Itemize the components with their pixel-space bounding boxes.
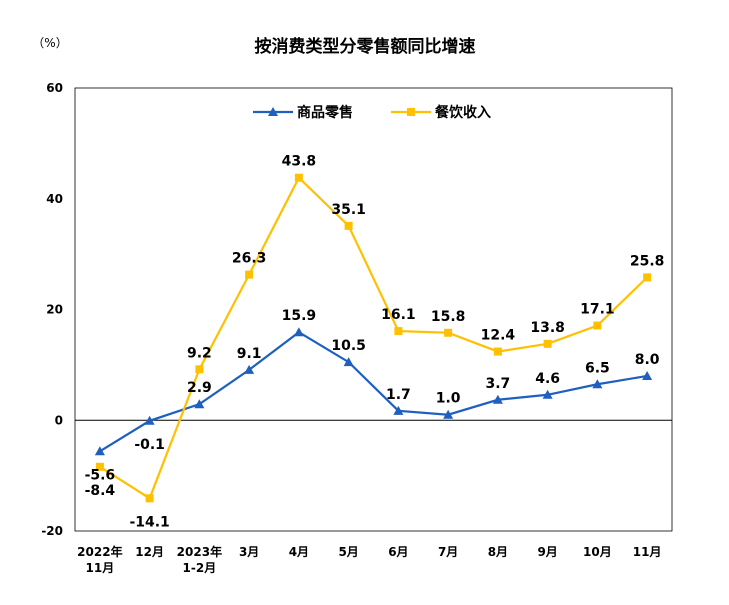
data-label: -8.4	[85, 483, 116, 499]
data-label: 17.1	[580, 302, 615, 318]
data-label: 1.0	[436, 391, 461, 407]
data-point	[194, 399, 205, 409]
data-point	[95, 462, 104, 471]
series-line-catering	[99, 175, 648, 500]
data-point	[492, 394, 503, 404]
data-point	[444, 328, 453, 337]
x-tick-label: 11月	[633, 545, 662, 559]
data-point	[244, 364, 255, 374]
chart-title: 按消费类型分零售额同比增速	[255, 36, 476, 57]
data-label: -5.6	[85, 467, 116, 483]
x-tick-label: 6月	[388, 545, 408, 559]
x-tick-label: 2023年 1-2月	[177, 544, 222, 575]
data-point	[643, 273, 652, 282]
data-label: 35.1	[331, 202, 366, 218]
data-point	[543, 339, 552, 348]
y-tick-label: -20	[41, 524, 63, 538]
data-point	[443, 409, 454, 419]
data-point	[593, 321, 602, 330]
legend-marker	[268, 107, 278, 116]
data-label: 16.1	[381, 307, 416, 323]
data-point	[542, 389, 553, 399]
data-point	[592, 379, 603, 389]
data-label: 15.9	[282, 308, 317, 324]
y-tick-label: 0	[55, 413, 63, 427]
data-label: 15.8	[431, 309, 466, 325]
data-label: 2.9	[187, 380, 212, 396]
legend-label: 商品零售	[297, 104, 353, 121]
data-label: 25.8	[630, 253, 665, 269]
data-point	[293, 327, 304, 337]
y-tick-label: 60	[46, 81, 63, 95]
x-tick-label: 8月	[488, 545, 508, 559]
x-tick-label: 7月	[438, 545, 458, 559]
data-point	[343, 357, 354, 367]
data-label: 43.8	[282, 154, 317, 170]
data-label: 12.4	[481, 328, 516, 344]
plot-area-border	[74, 87, 673, 532]
data-label: 1.7	[386, 387, 411, 403]
data-point	[245, 270, 254, 279]
y-tick-label: 40	[46, 192, 63, 206]
data-label: 26.3	[232, 251, 267, 267]
data-point	[195, 365, 204, 374]
series-line-retail	[99, 330, 648, 453]
data-point	[393, 405, 404, 415]
x-tick-label: 2022年 11月	[77, 544, 122, 575]
x-tick-label: 3月	[239, 545, 259, 559]
data-label: 6.5	[585, 360, 610, 376]
data-label: 10.5	[331, 338, 366, 354]
data-label: 13.8	[530, 320, 565, 336]
data-point	[144, 415, 155, 425]
legend-marker	[407, 108, 415, 116]
data-label: 3.7	[485, 376, 510, 392]
data-point	[294, 173, 303, 182]
data-point	[344, 221, 353, 230]
data-label: 9.2	[187, 345, 212, 361]
data-label: 9.1	[237, 346, 262, 362]
x-tick-label: 12月	[135, 545, 164, 559]
y-tick-label: 20	[46, 303, 63, 317]
x-tick-label: 9月	[537, 545, 557, 559]
data-label: -14.1	[129, 514, 169, 530]
data-point	[493, 347, 502, 356]
legend-label: 餐饮收入	[434, 104, 491, 121]
data-label: 8.0	[635, 352, 660, 368]
data-point	[94, 446, 105, 456]
data-point	[394, 327, 403, 336]
x-tick-label: 4月	[289, 545, 309, 559]
y-axis-unit: （%）	[32, 36, 67, 50]
data-label: -0.1	[134, 437, 165, 453]
x-tick-label: 5月	[338, 545, 358, 559]
data-point	[642, 370, 653, 380]
data-point	[145, 494, 154, 503]
x-tick-label: 10月	[583, 545, 612, 559]
data-label: 4.6	[535, 371, 560, 387]
